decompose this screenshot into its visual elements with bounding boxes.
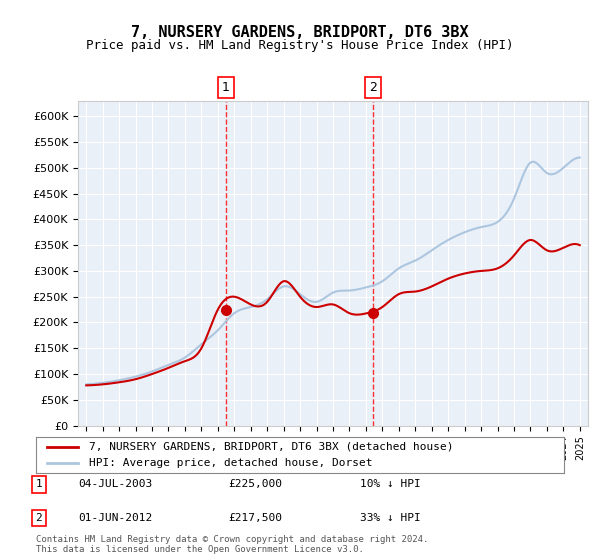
Text: Contains HM Land Registry data © Crown copyright and database right 2024.
This d: Contains HM Land Registry data © Crown c… [36,535,428,554]
Text: 2: 2 [35,513,43,523]
Text: £217,500: £217,500 [228,513,282,523]
Text: 10% ↓ HPI: 10% ↓ HPI [360,479,421,489]
Text: 1: 1 [222,81,230,94]
Text: 7, NURSERY GARDENS, BRIDPORT, DT6 3BX (detached house): 7, NURSERY GARDENS, BRIDPORT, DT6 3BX (d… [89,442,454,452]
Text: HPI: Average price, detached house, Dorset: HPI: Average price, detached house, Dors… [89,458,372,468]
Text: 01-JUN-2012: 01-JUN-2012 [78,513,152,523]
Text: 1: 1 [35,479,43,489]
Text: 7, NURSERY GARDENS, BRIDPORT, DT6 3BX: 7, NURSERY GARDENS, BRIDPORT, DT6 3BX [131,25,469,40]
Text: 2: 2 [369,81,377,94]
Text: Price paid vs. HM Land Registry's House Price Index (HPI): Price paid vs. HM Land Registry's House … [86,39,514,52]
Text: 33% ↓ HPI: 33% ↓ HPI [360,513,421,523]
Text: £225,000: £225,000 [228,479,282,489]
Text: 04-JUL-2003: 04-JUL-2003 [78,479,152,489]
